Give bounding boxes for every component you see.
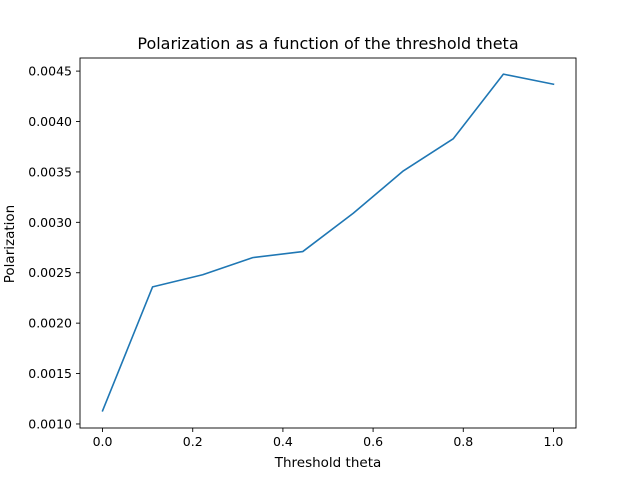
x-axis: 0.0 0.2 0.4 0.6 0.8 1.0	[93, 428, 564, 449]
y-axis-label: Polarization	[2, 205, 18, 283]
plot-area	[79, 57, 577, 429]
y-tick-label: 0.0045	[28, 64, 72, 79]
y-axis: 0.0010 0.0015 0.0020 0.0025 0.0030 0.0035 0.00…	[28, 64, 80, 431]
y-tick-label: 0.0040	[28, 114, 72, 129]
series-line-1	[101, 73, 555, 412]
x-tick-label: 0.8	[453, 434, 473, 449]
y-tick-label: 0.0015	[28, 366, 72, 381]
y-tick-label: 0.0025	[28, 265, 72, 280]
y-tick-label: 0.0035	[28, 164, 72, 179]
axes-frame	[79, 57, 577, 429]
x-tick-label: 0.4	[273, 434, 293, 449]
chart-title: Polarization as a function of the thresh…	[137, 34, 518, 53]
x-axis-label: Threshold theta	[274, 455, 382, 471]
y-tick-label: 0.0020	[28, 316, 72, 331]
y-tick-label: 0.0030	[28, 215, 72, 230]
y-tick-label: 0.0010	[28, 416, 72, 431]
x-tick-label: 0.6	[363, 434, 383, 449]
x-tick-label: 0.2	[183, 434, 203, 449]
x-tick-label: 0.0	[93, 434, 113, 449]
x-tick-label: 1.0	[544, 434, 564, 449]
